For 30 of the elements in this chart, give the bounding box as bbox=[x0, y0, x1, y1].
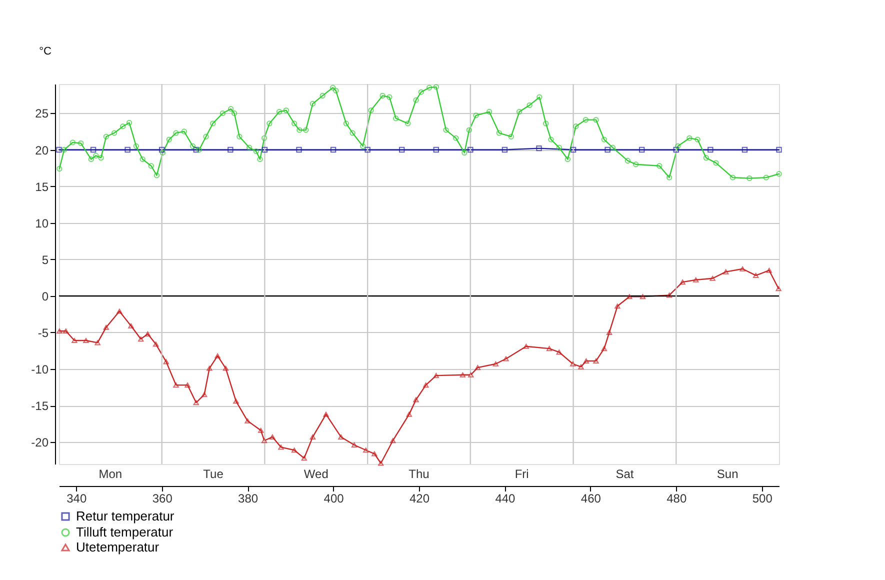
y-tick-label: -20 bbox=[31, 436, 49, 450]
legend-label: Utetemperatur bbox=[76, 540, 160, 554]
y-axis-title: °C bbox=[39, 46, 52, 58]
y-tick-label: 5 bbox=[42, 252, 49, 267]
text: Wed bbox=[304, 467, 328, 481]
y-tick-label: -15 bbox=[31, 399, 49, 414]
y-tick-label: 20 bbox=[35, 143, 49, 158]
y-tick-label: -5 bbox=[38, 326, 49, 340]
x-tick-label: 480 bbox=[666, 492, 687, 506]
text: Mon bbox=[98, 467, 122, 481]
x-tick-label: 400 bbox=[324, 492, 344, 506]
text: Thu bbox=[408, 467, 430, 481]
y-tick-label: 15 bbox=[35, 180, 49, 194]
text: Sat bbox=[616, 467, 634, 481]
x-tick-label: 380 bbox=[238, 492, 258, 506]
x-tick-label: 500 bbox=[752, 492, 773, 506]
text: Fri bbox=[514, 467, 529, 481]
legend-label: Retur temperatur bbox=[76, 508, 175, 524]
legend-label: Tilluft temperatur bbox=[76, 524, 174, 540]
x-tick-label: 340 bbox=[66, 492, 87, 506]
y-tick-label: 0 bbox=[42, 289, 49, 304]
x-tick-label: 440 bbox=[495, 492, 516, 506]
y-tick-label: 25 bbox=[35, 106, 49, 121]
x-tick-label: 360 bbox=[152, 492, 173, 506]
x-tick-label: 460 bbox=[580, 492, 602, 506]
y-tick-label: -10 bbox=[31, 362, 49, 376]
text: Sun bbox=[716, 467, 738, 481]
x-tick-label: 420 bbox=[409, 492, 430, 506]
y-tick-label: 10 bbox=[35, 216, 49, 230]
text: Tue bbox=[203, 467, 224, 481]
